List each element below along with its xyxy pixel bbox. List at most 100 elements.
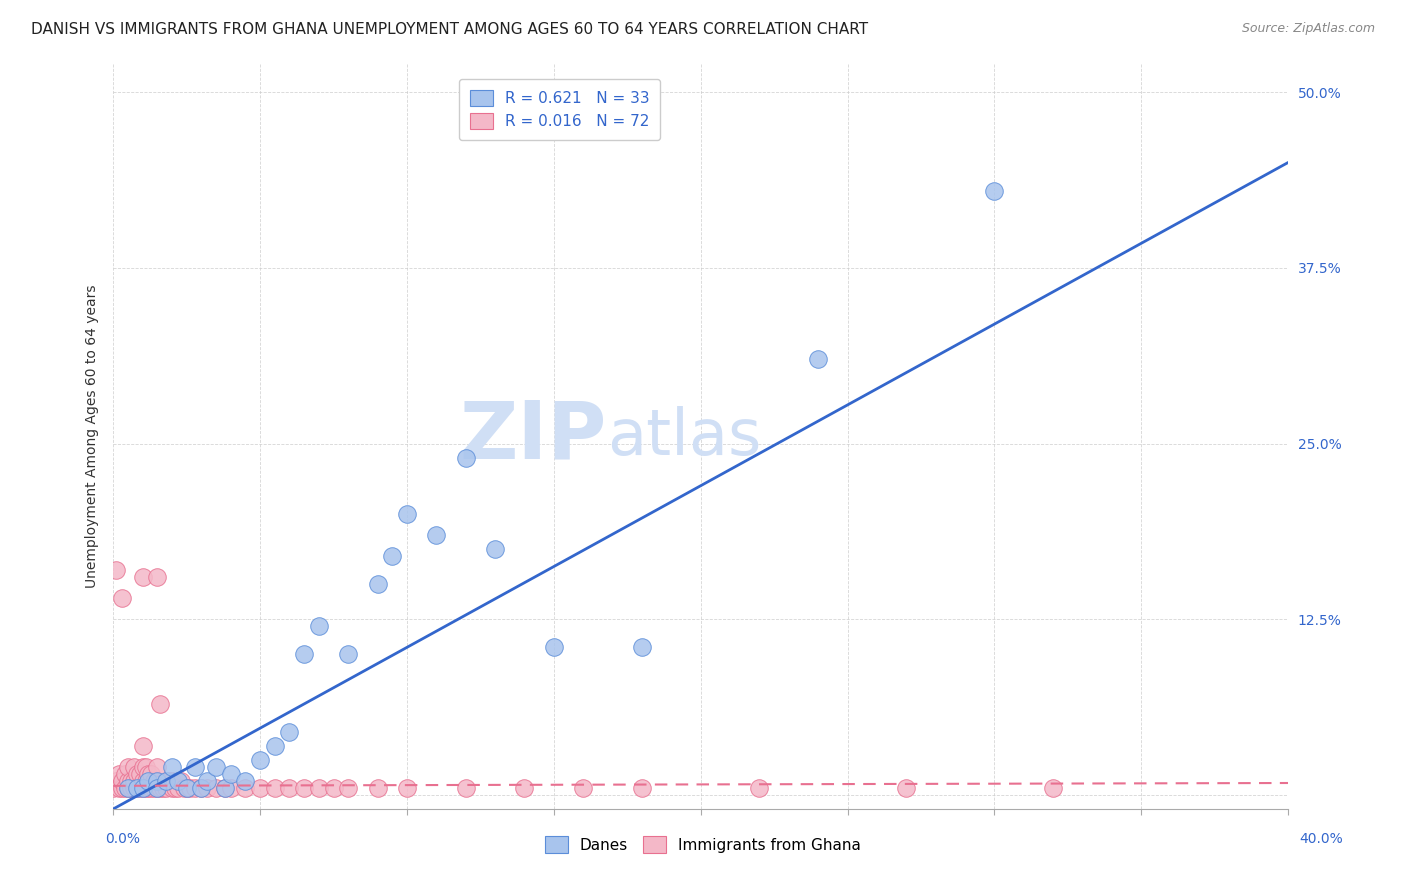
Point [214, 780, 236, 795]
Point [146, 773, 169, 788]
Point [205, 780, 228, 795]
Point [122, 773, 145, 788]
Point [111, 780, 134, 795]
Point [108, 780, 131, 795]
Point [152, 780, 174, 795]
Point [146, 780, 169, 795]
Point [179, 780, 201, 795]
Point [395, 780, 418, 795]
Point [105, 773, 128, 788]
Point [146, 760, 169, 774]
Point [337, 780, 360, 795]
Point [381, 549, 404, 563]
Point [131, 570, 153, 584]
Point [513, 780, 536, 795]
Point [308, 619, 330, 633]
Point [748, 780, 770, 795]
Point [155, 773, 177, 788]
Point [249, 780, 271, 795]
Point [141, 780, 163, 795]
Point [128, 780, 150, 795]
Point [367, 577, 389, 591]
Point [108, 767, 131, 781]
Point [205, 760, 228, 774]
Point [337, 648, 360, 662]
Point [149, 780, 172, 795]
Point [214, 780, 236, 795]
Point [1042, 780, 1064, 795]
Point [160, 773, 183, 788]
Point [131, 780, 153, 795]
Point [138, 773, 160, 788]
Point [141, 767, 163, 781]
Point [184, 760, 207, 774]
Point [160, 760, 183, 774]
Point [149, 697, 172, 711]
Point [367, 780, 389, 795]
Point [235, 780, 257, 795]
Point [131, 773, 153, 788]
Point [263, 780, 285, 795]
Point [807, 352, 830, 367]
Point [134, 773, 156, 788]
Point [114, 780, 136, 795]
Point [176, 780, 198, 795]
Point [322, 780, 344, 795]
Point [125, 780, 148, 795]
Point [117, 780, 139, 795]
Point [146, 570, 169, 584]
Point [195, 780, 218, 795]
Point [219, 767, 242, 781]
Text: ZIP: ZIP [460, 398, 607, 475]
Point [131, 739, 153, 753]
Point [454, 450, 477, 465]
Point [572, 780, 595, 795]
Point [143, 780, 166, 795]
Point [125, 780, 148, 795]
Point [195, 773, 218, 788]
Point [117, 760, 139, 774]
Point [263, 739, 285, 753]
Point [425, 528, 447, 542]
Point [134, 780, 156, 795]
Point [111, 773, 134, 788]
Point [146, 780, 169, 795]
Point [896, 780, 918, 795]
Point [122, 760, 145, 774]
Point [163, 780, 186, 795]
Point [170, 773, 193, 788]
Point [155, 780, 177, 795]
Point [278, 724, 301, 739]
Point [120, 773, 142, 788]
Point [395, 507, 418, 521]
Text: Source: ZipAtlas.com: Source: ZipAtlas.com [1241, 22, 1375, 36]
Point [543, 640, 565, 655]
Point [219, 780, 242, 795]
Point [190, 780, 212, 795]
Point [983, 184, 1005, 198]
Text: DANISH VS IMMIGRANTS FROM GHANA UNEMPLOYMENT AMONG AGES 60 TO 64 YEARS CORRELATI: DANISH VS IMMIGRANTS FROM GHANA UNEMPLOY… [31, 22, 868, 37]
Point [631, 640, 654, 655]
Point [103, 780, 125, 795]
Point [128, 767, 150, 781]
Point [176, 780, 198, 795]
Point [117, 780, 139, 795]
Text: atlas: atlas [607, 406, 761, 467]
Text: 0.0%: 0.0% [105, 832, 141, 846]
Text: 40.0%: 40.0% [1299, 832, 1343, 846]
Point [235, 773, 257, 788]
Point [157, 773, 180, 788]
Point [184, 780, 207, 795]
Point [166, 780, 188, 795]
Point [120, 780, 142, 795]
Point [143, 773, 166, 788]
Point [278, 780, 301, 795]
Point [138, 780, 160, 795]
Point [249, 753, 271, 767]
Point [138, 767, 160, 781]
Point [190, 780, 212, 795]
Point [631, 780, 654, 795]
Point [292, 648, 315, 662]
Point [308, 780, 330, 795]
Point [122, 780, 145, 795]
